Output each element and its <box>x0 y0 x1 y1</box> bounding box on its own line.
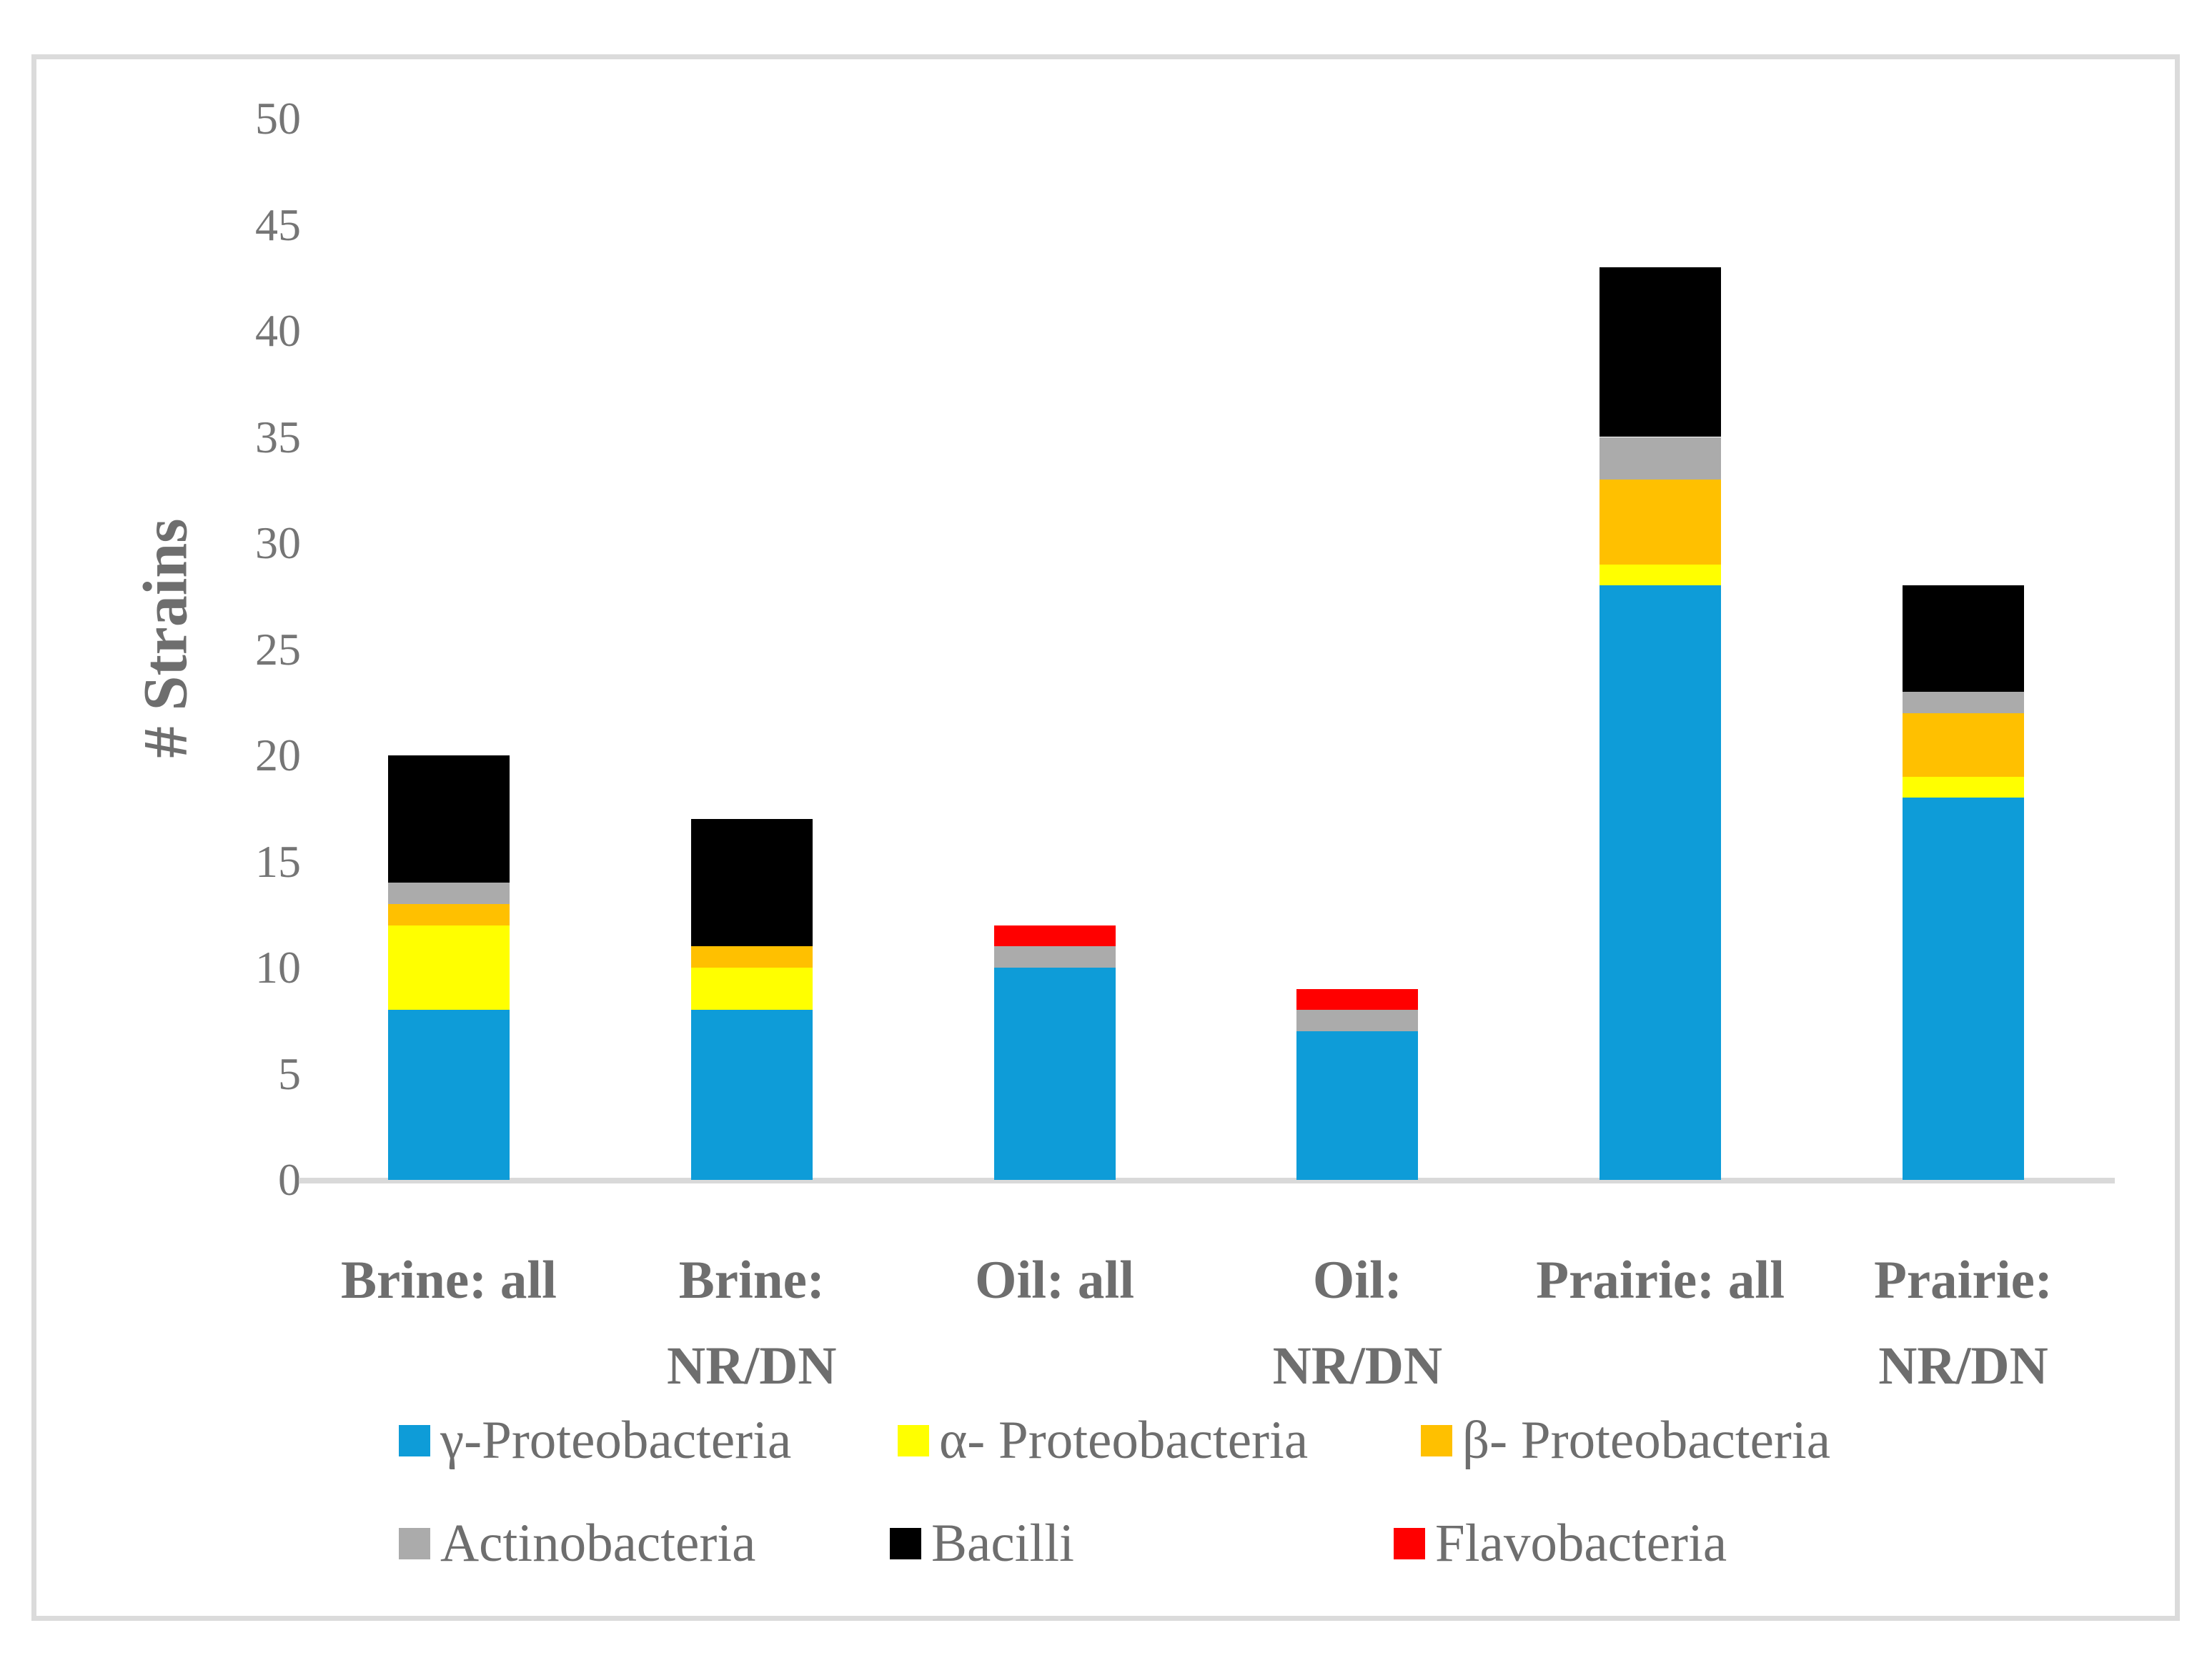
bar-segment <box>690 819 813 947</box>
legend-swatch <box>898 1425 929 1456</box>
category-label-line: NR/DN <box>667 1336 837 1396</box>
category-label: Prairie: all <box>1474 1238 1846 1324</box>
bar-segment <box>690 968 813 1011</box>
y-tick-label: 25 <box>255 623 301 675</box>
y-tick-label: 15 <box>255 835 301 887</box>
y-tick-label: 10 <box>255 942 301 993</box>
y-tick-label: 40 <box>255 305 301 356</box>
category-label: Prairie: NR/DN <box>1777 1238 2149 1409</box>
category-label: Oil: all <box>869 1238 1241 1324</box>
legend-label: Flavobacteria <box>1435 1514 1727 1573</box>
bar-segment <box>1600 267 1722 437</box>
bar-segment <box>1296 988 1419 1011</box>
bar-segment <box>388 903 510 925</box>
legend-label: β- Proteobacteria <box>1462 1411 1831 1470</box>
x-axis-line <box>299 1178 2115 1183</box>
category-label-line: Brine: all <box>340 1251 557 1310</box>
legend-swatch <box>1394 1528 1425 1559</box>
bar-segment <box>1903 585 2024 692</box>
y-tick-label: 45 <box>255 199 301 250</box>
bar-segment <box>388 925 510 1011</box>
y-tick-label: 0 <box>278 1154 301 1205</box>
bar-segment <box>1903 691 2024 713</box>
bar-segment <box>388 755 510 883</box>
legend-label: Bacilli <box>931 1514 1074 1573</box>
bar-segment <box>1903 776 2024 798</box>
legend-label: α- Proteobacteria <box>939 1411 1309 1470</box>
bar-segment <box>993 925 1116 947</box>
bar-segment <box>1600 479 1722 565</box>
category-label: Brine: NR/DN <box>566 1238 938 1409</box>
y-tick-label: 30 <box>255 517 301 568</box>
bar-segment <box>1903 713 2024 777</box>
category-label: Brine: all <box>263 1238 635 1324</box>
category-label-line: Oil: all <box>975 1251 1135 1310</box>
legend-swatch <box>399 1425 430 1456</box>
category-label-line: NR/DN <box>1272 1336 1443 1396</box>
legend-swatch <box>890 1528 921 1559</box>
category-label-line: NR/DN <box>1878 1336 2048 1396</box>
y-tick-label: 5 <box>278 1048 301 1099</box>
bar-segment <box>1296 1010 1419 1032</box>
category-label-line: Oil: <box>1312 1251 1402 1310</box>
legend-swatch <box>1421 1425 1452 1456</box>
legend-label: Actinobacteria <box>440 1514 756 1573</box>
legend-label: γ-Proteobacteria <box>440 1411 792 1470</box>
y-tick-label: 35 <box>255 411 301 462</box>
category-label: Oil: NR/DN <box>1171 1238 1543 1409</box>
y-tick-label: 50 <box>255 93 301 144</box>
bar-segment <box>993 946 1116 968</box>
bar-segment <box>690 1010 813 1180</box>
category-label-line: Prairie: <box>1874 1251 2053 1310</box>
bar-segment <box>993 968 1116 1180</box>
legend-swatch <box>399 1528 430 1559</box>
y-tick-label: 20 <box>255 730 301 780</box>
bar-segment <box>1903 798 2024 1180</box>
bar-segment <box>1296 1031 1419 1180</box>
category-label-line: Brine: <box>678 1251 825 1310</box>
category-label-line: Prairie: all <box>1536 1251 1785 1310</box>
bar-segment <box>690 946 813 968</box>
bar-segment <box>388 1010 510 1180</box>
bar-segment <box>1600 585 1722 1180</box>
bar-segment <box>388 883 510 904</box>
bar-segment <box>1600 564 1722 586</box>
bar-segment <box>1600 437 1722 480</box>
